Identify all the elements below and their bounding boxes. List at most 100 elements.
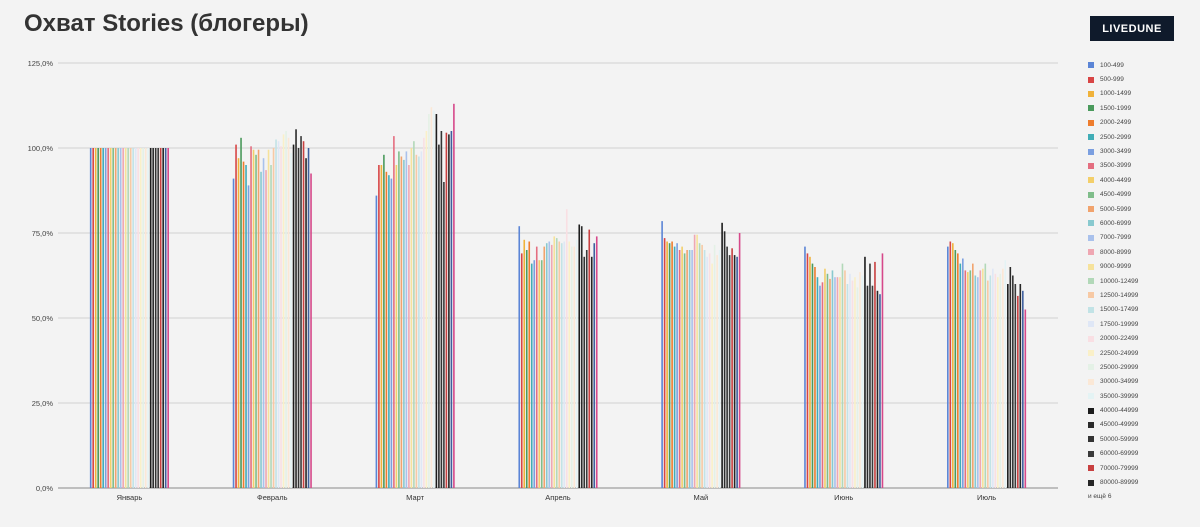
bar[interactable] <box>257 149 260 488</box>
bar[interactable] <box>663 238 666 488</box>
bar[interactable] <box>580 226 583 488</box>
bar[interactable] <box>410 148 413 488</box>
bar[interactable] <box>846 284 849 488</box>
bar[interactable] <box>994 273 997 488</box>
bar[interactable] <box>152 148 154 488</box>
bar[interactable] <box>240 137 242 489</box>
bar[interactable] <box>954 250 957 488</box>
bar[interactable] <box>137 148 139 488</box>
legend-item[interactable]: 15000-17499 <box>1088 303 1198 317</box>
bar[interactable] <box>816 277 819 488</box>
bar[interactable] <box>972 263 974 488</box>
bar[interactable] <box>1019 284 1022 488</box>
legend-item[interactable]: 4000-4499 <box>1088 173 1198 187</box>
bar[interactable] <box>716 255 718 488</box>
bar[interactable] <box>277 141 280 488</box>
bar[interactable] <box>731 248 733 488</box>
bar[interactable] <box>947 246 949 488</box>
bar[interactable] <box>307 148 310 488</box>
bar[interactable] <box>282 134 285 488</box>
bar[interactable] <box>668 243 671 488</box>
bar[interactable] <box>678 250 681 488</box>
bar[interactable] <box>287 137 290 489</box>
bar[interactable] <box>708 253 711 488</box>
bar[interactable] <box>142 148 144 488</box>
bar[interactable] <box>280 146 282 489</box>
bar[interactable] <box>252 149 255 488</box>
bar[interactable] <box>957 253 959 488</box>
bar[interactable] <box>869 263 871 488</box>
bar[interactable] <box>959 263 962 488</box>
bar[interactable] <box>821 282 824 488</box>
bar[interactable] <box>275 139 277 489</box>
legend-item[interactable]: 3000-3499 <box>1088 144 1198 158</box>
bar[interactable] <box>590 256 593 488</box>
bar[interactable] <box>535 246 538 488</box>
bar[interactable] <box>871 285 874 488</box>
bar[interactable] <box>390 178 393 488</box>
bar[interactable] <box>881 253 884 488</box>
bar[interactable] <box>102 148 104 488</box>
bar[interactable] <box>164 148 167 488</box>
legend-item[interactable]: 25000-29999 <box>1088 360 1198 374</box>
bar[interactable] <box>538 260 541 488</box>
bar[interactable] <box>819 285 821 488</box>
legend-item[interactable]: 6000-6999 <box>1088 216 1198 230</box>
bar[interactable] <box>859 272 861 488</box>
bar[interactable] <box>804 246 806 488</box>
bar[interactable] <box>836 277 839 488</box>
bar[interactable] <box>104 148 107 488</box>
bar[interactable] <box>122 148 124 488</box>
bar[interactable] <box>977 277 979 488</box>
bar[interactable] <box>578 224 581 489</box>
bar[interactable] <box>430 107 433 488</box>
bar[interactable] <box>310 173 312 489</box>
bar[interactable] <box>292 144 295 488</box>
bar[interactable] <box>272 148 275 488</box>
legend-item[interactable]: 20000-22499 <box>1088 331 1198 345</box>
bar[interactable] <box>420 151 423 488</box>
bar[interactable] <box>849 273 851 488</box>
bar[interactable] <box>738 233 741 488</box>
bar[interactable] <box>523 239 526 488</box>
bar[interactable] <box>290 153 292 488</box>
bar[interactable] <box>1002 268 1004 488</box>
bar[interactable] <box>560 243 563 488</box>
bar[interactable] <box>809 256 811 488</box>
bar[interactable] <box>563 241 566 489</box>
bar[interactable] <box>144 148 147 488</box>
legend-item[interactable]: 3500-3999 <box>1088 159 1198 173</box>
bar[interactable] <box>237 158 240 488</box>
legend-item[interactable]: 7000-7999 <box>1088 231 1198 245</box>
bar[interactable] <box>247 185 250 488</box>
bar[interactable] <box>721 222 723 489</box>
legend-item[interactable]: 8000-8999 <box>1088 245 1198 259</box>
bar[interactable] <box>528 241 531 489</box>
legend-item[interactable]: 40000-44999 <box>1088 403 1198 417</box>
bar[interactable] <box>829 278 831 488</box>
bar[interactable] <box>839 277 841 488</box>
bar[interactable] <box>666 241 668 489</box>
bar[interactable] <box>520 253 523 488</box>
bar[interactable] <box>295 129 297 489</box>
bar[interactable] <box>1024 309 1027 489</box>
bar[interactable] <box>826 273 829 488</box>
bar[interactable] <box>438 144 440 488</box>
bar[interactable] <box>305 158 307 488</box>
bar[interactable] <box>435 114 438 488</box>
bar[interactable] <box>533 260 536 488</box>
bar[interactable] <box>723 231 726 489</box>
bar[interactable] <box>874 261 876 488</box>
bar[interactable] <box>383 154 385 489</box>
bar[interactable] <box>824 268 826 488</box>
legend-item[interactable]: 17500-19999 <box>1088 317 1198 331</box>
bar[interactable] <box>575 239 578 488</box>
bar[interactable] <box>553 236 556 488</box>
bar[interactable] <box>245 165 247 488</box>
bar[interactable] <box>573 246 576 488</box>
bar[interactable] <box>425 131 428 488</box>
livedune-logo[interactable]: LIVEDUNE <box>1090 16 1174 41</box>
bar[interactable] <box>112 148 114 488</box>
bar[interactable] <box>583 256 586 488</box>
bar[interactable] <box>385 171 388 489</box>
